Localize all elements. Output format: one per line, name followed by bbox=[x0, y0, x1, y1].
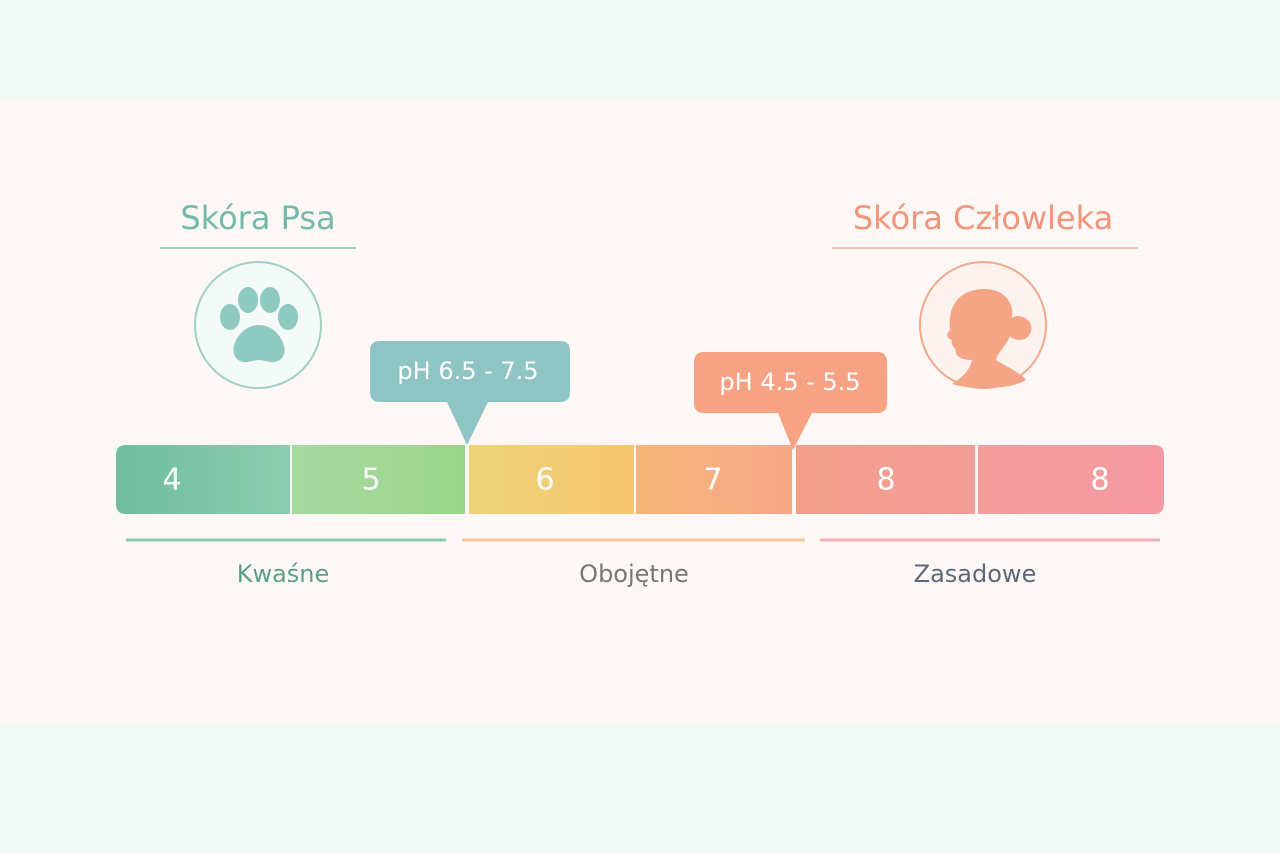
human-title: Skóra Człowleka bbox=[853, 199, 1113, 237]
segment bbox=[469, 445, 634, 514]
human-callout bbox=[694, 352, 887, 450]
paw bbox=[220, 287, 298, 363]
segment bbox=[292, 445, 465, 514]
paw-icon bbox=[194, 261, 322, 389]
human-callout-text: pH 4.5 - 5.5 bbox=[719, 368, 860, 396]
segment-label: 8 bbox=[1090, 463, 1109, 498]
segment-label: 8 bbox=[876, 463, 895, 498]
segment bbox=[116, 445, 290, 514]
segment-label: 7 bbox=[703, 463, 722, 498]
panel bbox=[0, 100, 1280, 725]
head bbox=[947, 289, 1032, 389]
dog-callout bbox=[370, 341, 570, 445]
zone-label: Zasadowe bbox=[914, 560, 1037, 588]
segment-label: 4 bbox=[162, 463, 181, 498]
zone-label: Obojętne bbox=[579, 560, 689, 588]
segment-label: 6 bbox=[535, 463, 554, 498]
segment-label: 5 bbox=[361, 463, 380, 498]
ph-scale: 4 5 6 7 8 8 bbox=[116, 445, 1164, 514]
dog-title: Skóra Psa bbox=[180, 199, 335, 237]
zone-label: Kwaśne bbox=[237, 560, 330, 588]
dog-callout-text: pH 6.5 - 7.5 bbox=[397, 357, 538, 385]
segment bbox=[796, 445, 975, 514]
segment bbox=[978, 445, 1164, 514]
segment bbox=[636, 445, 792, 514]
